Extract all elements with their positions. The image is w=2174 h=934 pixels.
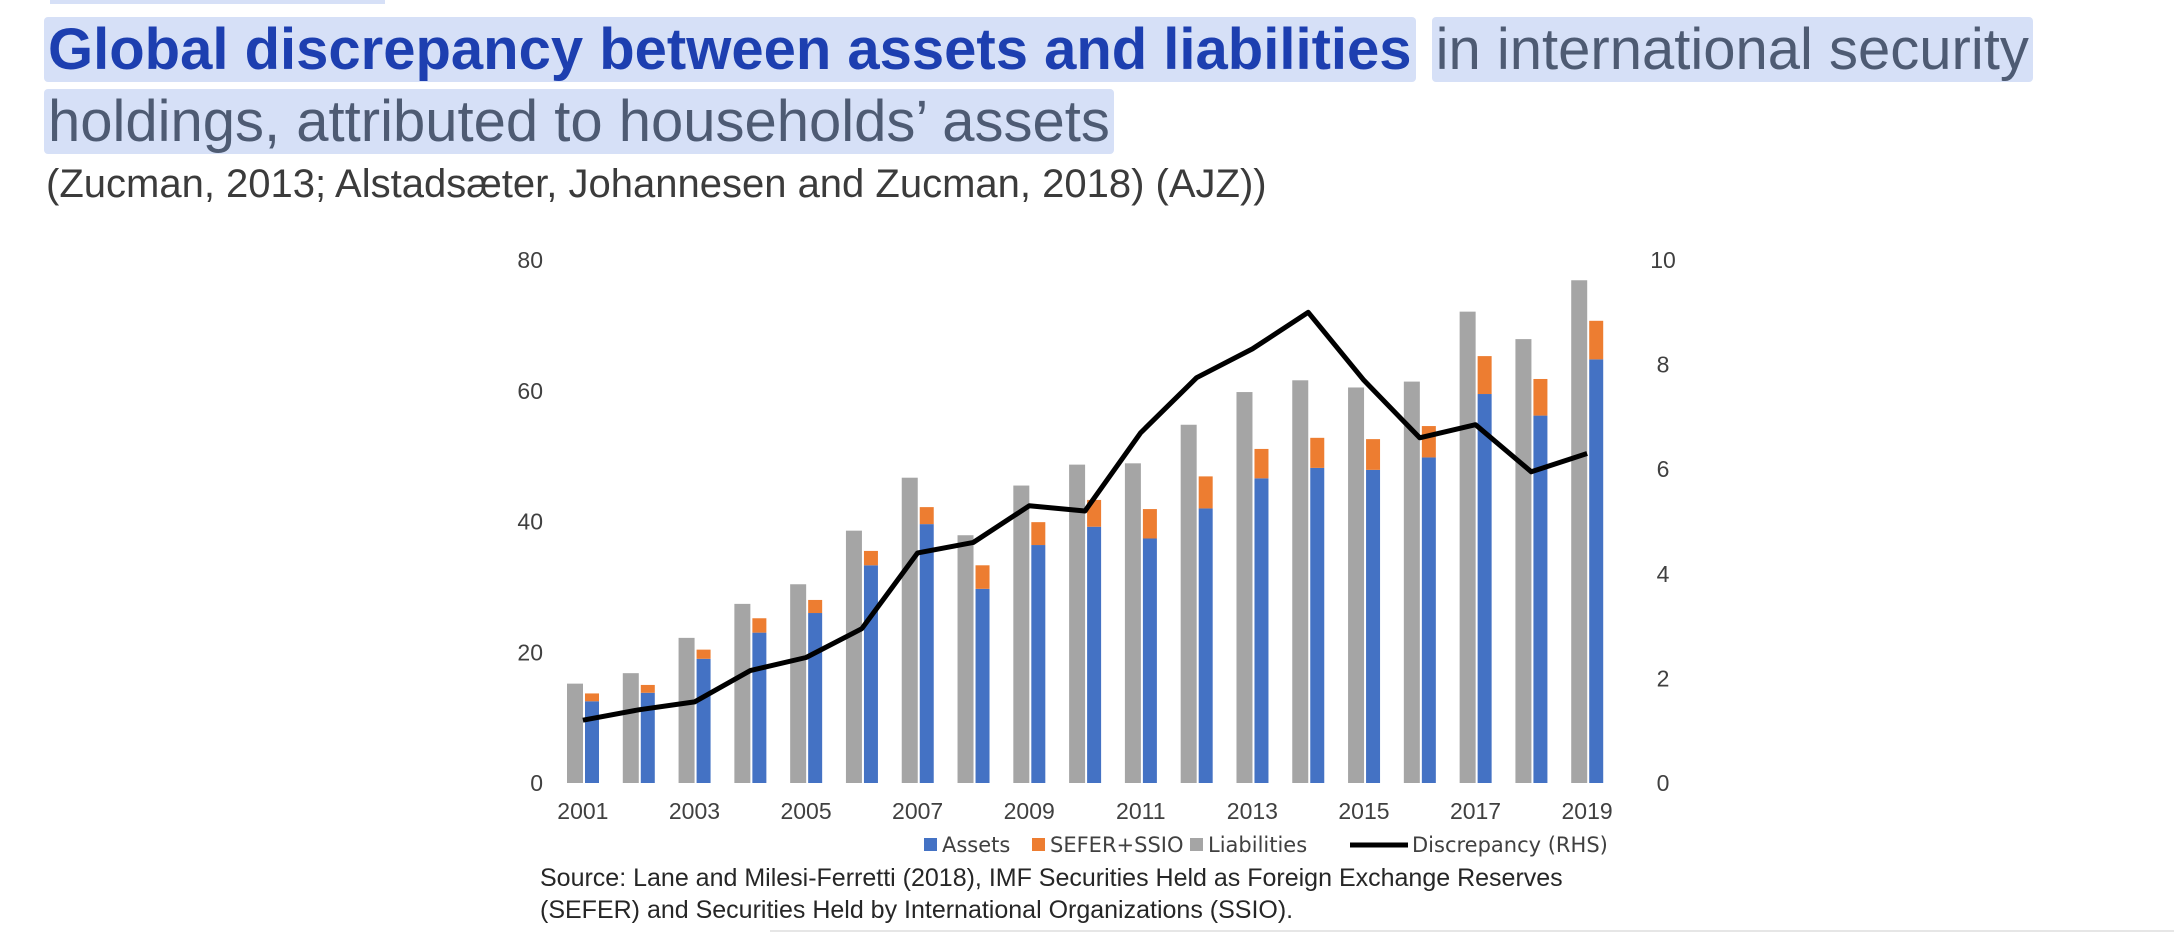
bar-sefer-ssio (696, 649, 711, 659)
bar-sefer-ssio (863, 550, 878, 566)
bar-sefer-ssio (1198, 476, 1213, 509)
bar-sefer-ssio (808, 599, 823, 614)
legend-label: Liabilities (1208, 833, 1307, 857)
x-tick-label: 2015 (1338, 798, 1389, 824)
bar-liabilities (901, 477, 918, 783)
x-tick-label: 2001 (557, 798, 608, 824)
x-tick-label: 2009 (1004, 798, 1055, 824)
x-tick-label: 2003 (669, 798, 720, 824)
bar-liabilities (1403, 381, 1420, 783)
y-left-tick-label: 60 (517, 378, 543, 404)
x-tick-label: 2019 (1562, 798, 1613, 824)
bar-assets (808, 613, 823, 783)
bar-assets (863, 565, 878, 783)
source-note: Source: Lane and Milesi-Ferretti (2018),… (540, 862, 1740, 926)
page-subtitle: (Zucman, 2013; Alstadsæter, Johannesen a… (46, 162, 1267, 206)
bar-liabilities (1348, 387, 1365, 783)
bar-sefer-ssio (1366, 439, 1381, 470)
bar-sefer-ssio (1254, 448, 1269, 479)
title-bold-part: Global discrepancy between assets and li… (44, 17, 1416, 82)
bar-assets (1254, 478, 1269, 783)
y-right-tick-label: 0 (1657, 770, 1670, 796)
y-right-tick-label: 2 (1657, 665, 1670, 691)
title-line2: holdings, attributed to households’ asse… (44, 89, 1114, 154)
y-right-tick-label: 10 (1650, 247, 1676, 273)
bar-assets (585, 701, 599, 783)
source-line-1: Source: Lane and Milesi-Ferretti (2018),… (540, 864, 1563, 892)
legend-label: SEFER+SSIO (1050, 833, 1184, 857)
y-left-tick-label: 80 (517, 247, 543, 273)
legend-swatch (1190, 838, 1203, 851)
bar-sefer-ssio (975, 565, 990, 589)
bar-assets (696, 658, 711, 783)
bar-liabilities (622, 673, 639, 783)
bar-assets (919, 524, 934, 783)
bar-sefer-ssio (1310, 437, 1325, 468)
bar-sefer-ssio (1533, 378, 1548, 416)
bar-assets (1589, 359, 1604, 783)
legend-label: Discrepancy (RHS) (1412, 833, 1608, 857)
bar-liabilities (567, 683, 583, 783)
y-right-tick-label: 6 (1657, 456, 1670, 482)
x-tick-label: 2011 (1116, 798, 1165, 824)
bar-assets (1366, 469, 1381, 783)
bar-liabilities (1236, 392, 1253, 783)
title-highlight-stub (50, 0, 385, 4)
bar-sefer-ssio (585, 693, 599, 702)
y-left-tick-label: 40 (517, 509, 543, 535)
legend-label: Assets (942, 833, 1010, 857)
bar-liabilities (957, 535, 974, 783)
bar-sefer-ssio (1031, 522, 1046, 546)
bar-liabilities (1459, 311, 1476, 783)
bar-liabilities (1515, 339, 1532, 783)
y-right-tick-label: 8 (1657, 352, 1670, 378)
bottom-rule (770, 930, 2174, 932)
y-right-tick-label: 4 (1657, 561, 1670, 587)
bar-liabilities (678, 637, 695, 783)
bar-liabilities (1292, 380, 1309, 783)
bar-liabilities (1069, 464, 1086, 783)
line-discrepancy (582, 309, 1588, 723)
y-left-tick-label: 0 (530, 770, 543, 796)
bar-sefer-ssio (752, 618, 767, 633)
bar-liabilities (1571, 280, 1588, 783)
bar-assets (1198, 508, 1213, 783)
bar-assets (1533, 415, 1548, 783)
bar-sefer-ssio (1589, 320, 1604, 360)
bar-assets (752, 632, 767, 783)
bar-liabilities (845, 530, 862, 783)
source-line-2: (SEFER) and Securities Held by Internati… (540, 896, 1294, 924)
bar-assets (1087, 526, 1102, 783)
bar-liabilities (734, 603, 751, 783)
bar-assets (975, 588, 990, 783)
y-left-tick-label: 20 (517, 639, 543, 665)
bar-assets (1477, 394, 1492, 783)
page-title: Global discrepancy between assets and li… (44, 14, 2124, 158)
bar-sefer-ssio (640, 684, 655, 693)
bar-assets (640, 692, 655, 783)
bar-sefer-ssio (1142, 509, 1157, 539)
bar-assets (1310, 467, 1325, 783)
bar-sefer-ssio (919, 507, 934, 525)
x-tick-label: 2007 (892, 798, 943, 824)
bar-liabilities (1124, 463, 1141, 783)
bar-sefer-ssio (1477, 356, 1492, 395)
bar-assets (1421, 457, 1436, 783)
bar-sefer-ssio (1421, 426, 1436, 458)
bar-assets (1031, 545, 1046, 783)
title-line1-rest: in international security (1431, 17, 2033, 82)
x-tick-label: 2005 (780, 798, 831, 824)
legend-swatch (1032, 838, 1045, 851)
bar-liabilities (790, 584, 807, 783)
x-tick-label: 2013 (1227, 798, 1278, 824)
bar-liabilities (1013, 485, 1030, 783)
bar-liabilities (1180, 424, 1197, 783)
x-tick-label: 2017 (1450, 798, 1501, 824)
legend-swatch (924, 838, 937, 851)
bar-assets (1142, 538, 1157, 783)
